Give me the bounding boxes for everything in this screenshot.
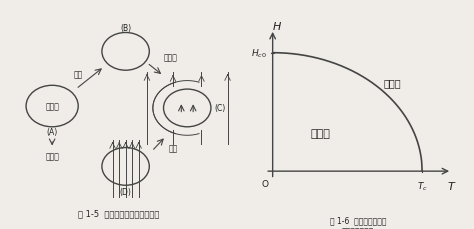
Text: 图 1-5  超导体完全抗磁性示意图: 图 1-5 超导体完全抗磁性示意图 <box>78 208 159 217</box>
Text: $T_c$: $T_c$ <box>417 180 428 192</box>
Text: 图 1-6  临界磁场强度随: 图 1-6 临界磁场强度随 <box>329 215 386 224</box>
Text: 正常相: 正常相 <box>383 78 401 88</box>
Text: (C): (C) <box>214 104 226 113</box>
Text: O: O <box>262 180 269 189</box>
Text: 加磁场: 加磁场 <box>164 53 178 62</box>
Text: (B): (B) <box>120 24 131 33</box>
Text: $H_{c0}$: $H_{c0}$ <box>251 47 267 60</box>
Text: $T$: $T$ <box>447 180 457 192</box>
Text: (A): (A) <box>46 128 58 136</box>
Text: 温度变化的曲线: 温度变化的曲线 <box>342 227 374 229</box>
Text: (D): (D) <box>119 188 132 196</box>
Text: 降温: 降温 <box>73 70 83 79</box>
Text: 加磁场: 加磁场 <box>45 152 59 161</box>
Text: 超导相: 超导相 <box>310 129 330 139</box>
Text: $H$: $H$ <box>272 20 282 32</box>
Text: 降温: 降温 <box>168 143 178 152</box>
Text: 超导体: 超导体 <box>45 102 59 111</box>
